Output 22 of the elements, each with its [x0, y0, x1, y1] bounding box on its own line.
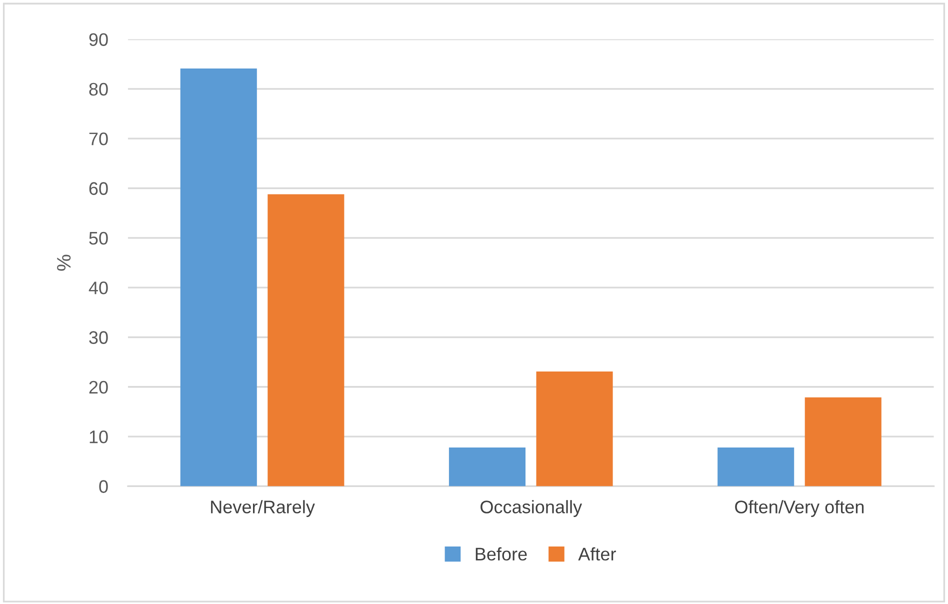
y-tick-label: 50 — [89, 232, 108, 245]
y-tick-label: 30 — [89, 331, 108, 344]
x-tick-label: Often/Very often — [735, 500, 864, 517]
y-tick-label: 40 — [88, 282, 108, 294]
bar — [718, 447, 794, 486]
bar — [536, 372, 613, 486]
y-tick-label: 0 — [99, 480, 108, 493]
y-tick-label: 70 — [89, 132, 108, 146]
y-tick-label: 90 — [89, 33, 108, 46]
x-tick-label: Never/Rarely — [211, 500, 315, 517]
bar — [268, 194, 344, 486]
y-tick-label: 80 — [89, 82, 108, 96]
x-tick-label: Occasionally — [480, 500, 582, 517]
y-tick-label: 20 — [89, 380, 108, 394]
bar — [448, 447, 526, 486]
legend-label: After — [578, 547, 616, 561]
bar — [804, 397, 882, 486]
bar — [180, 68, 257, 486]
legend-label: Before — [476, 547, 527, 561]
y-tick-label: 10 — [90, 430, 108, 444]
y-tick-label: 60 — [89, 182, 108, 195]
y-axis-title: % — [57, 254, 71, 271]
